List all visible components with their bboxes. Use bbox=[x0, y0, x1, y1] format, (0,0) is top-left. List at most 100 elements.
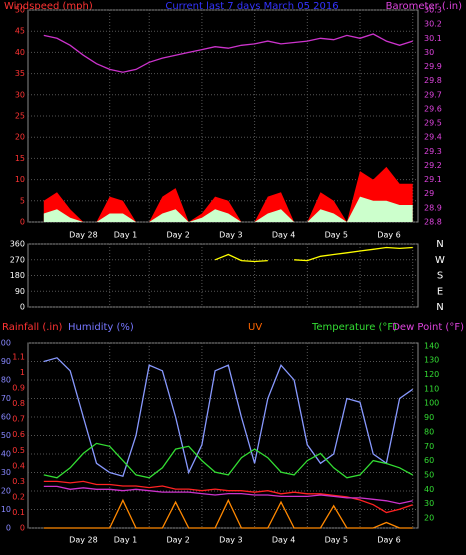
y3-tick-label: 0.5 bbox=[12, 446, 25, 455]
y-tick-label: 10 bbox=[15, 175, 25, 184]
y-tick-label: 5 bbox=[20, 196, 25, 205]
line bbox=[43, 485, 413, 505]
y3-tick-label: 1 bbox=[20, 368, 25, 377]
y-tick-label: 180 bbox=[10, 271, 25, 280]
y2-tick-label: 60 bbox=[424, 456, 434, 465]
x-tick-label: Day 1 bbox=[114, 536, 137, 545]
y2-tick-label: 30.3 bbox=[424, 6, 442, 15]
y2-tick-label: 29.1 bbox=[424, 175, 442, 184]
y2-axis-label: Barometer (.in) bbox=[386, 1, 462, 12]
y3-tick-label: 0.1 bbox=[12, 508, 25, 517]
y2-tick-label: 29.9 bbox=[424, 62, 442, 71]
y-tick-label: 20 bbox=[1, 487, 11, 496]
y-tick-label: 35 bbox=[15, 69, 25, 78]
y2-tick-label: 30 bbox=[424, 48, 434, 57]
y-tick-label: 0 bbox=[6, 524, 11, 533]
y2-tick-label: 120 bbox=[424, 370, 439, 379]
x-tick-label: Day 4 bbox=[272, 536, 295, 545]
y3-tick-label: 0 bbox=[20, 524, 25, 533]
y2-tick-label: 29.3 bbox=[424, 147, 442, 156]
x-tick-label: Day 2 bbox=[166, 231, 189, 240]
x-tick-label: Day 5 bbox=[325, 536, 348, 545]
y-tick-label: 25 bbox=[15, 112, 25, 121]
legend-label: Humidity (%) bbox=[68, 322, 134, 333]
y-tick-label: 20 bbox=[15, 133, 25, 142]
y2-tick-label: 130 bbox=[424, 356, 439, 365]
y-tick-label: 80 bbox=[1, 376, 11, 385]
y2-tick-label: 30.2 bbox=[424, 20, 442, 29]
y3-tick-label: 0.3 bbox=[12, 477, 25, 486]
y2-tick-label: 30.1 bbox=[424, 34, 442, 43]
y2-tick-label: 28.8 bbox=[424, 218, 442, 227]
y2-tick-label: 20 bbox=[424, 513, 434, 522]
y2-tick-label: 100 bbox=[424, 399, 439, 408]
y2-tick-label: 30 bbox=[424, 499, 434, 508]
legend-label: Rainfall (.in) bbox=[2, 322, 63, 333]
area bbox=[43, 166, 413, 222]
y3-tick-label: 1.1 bbox=[12, 352, 25, 361]
y3-tick-label: 0.8 bbox=[12, 399, 25, 408]
legend-label: Dew Point (°F) bbox=[392, 322, 464, 333]
legend-label: Temperature (°F) bbox=[311, 322, 397, 333]
y2-tick-label: 90 bbox=[424, 413, 434, 422]
y2-tick-label: 50 bbox=[424, 470, 434, 479]
y-tick-label: 70 bbox=[1, 394, 11, 403]
x-tick-label: Day 3 bbox=[219, 536, 242, 545]
compass-label: N bbox=[436, 302, 443, 313]
y-tick-label: 40 bbox=[1, 450, 11, 459]
chart-title: Current last 7 days March 05 2016 bbox=[165, 1, 338, 12]
y-tick-label: 90 bbox=[1, 357, 11, 366]
line bbox=[214, 246, 413, 263]
y-tick-label: 60 bbox=[1, 413, 11, 422]
y-tick-label: 10 bbox=[1, 505, 11, 514]
compass-label: E bbox=[437, 286, 443, 297]
x-tick-label: Day 3 bbox=[219, 231, 242, 240]
y-tick-label: 40 bbox=[15, 48, 25, 57]
y-tick-label: 45 bbox=[15, 27, 25, 36]
y3-tick-label: 0.4 bbox=[12, 461, 25, 470]
x-tick-label: Day 5 bbox=[325, 231, 348, 240]
y2-tick-label: 28.9 bbox=[424, 203, 442, 212]
area bbox=[43, 196, 413, 222]
compass-label: N bbox=[436, 239, 443, 250]
y2-tick-label: 140 bbox=[424, 341, 439, 350]
x-tick-label: Day 4 bbox=[272, 231, 295, 240]
y-tick-label: 90 bbox=[15, 287, 25, 296]
compass-label: W bbox=[435, 255, 445, 266]
x-tick-label: Day 28 bbox=[69, 536, 98, 545]
y3-tick-label: 0.2 bbox=[12, 492, 25, 501]
y-tick-label: 15 bbox=[15, 154, 25, 163]
y3-tick-label: 0.7 bbox=[12, 415, 25, 424]
compass-label: S bbox=[437, 271, 443, 282]
line bbox=[43, 357, 414, 477]
legend-label: UV bbox=[248, 322, 262, 333]
y2-tick-label: 40 bbox=[424, 485, 434, 494]
y2-tick-label: 29.6 bbox=[424, 104, 442, 113]
x-tick-label: Day 6 bbox=[377, 536, 400, 545]
y2-tick-label: 110 bbox=[424, 384, 439, 393]
x-tick-label: Day 2 bbox=[166, 536, 189, 545]
y2-tick-label: 29 bbox=[424, 189, 434, 198]
x-tick-label: Day 1 bbox=[114, 231, 137, 240]
y3-tick-label: 0.9 bbox=[12, 384, 25, 393]
y-tick-label: 100 bbox=[0, 339, 11, 348]
y-tick-label: 0 bbox=[20, 218, 25, 227]
y-tick-label: 50 bbox=[1, 431, 11, 440]
line bbox=[43, 442, 414, 479]
y-axis-label: Windspeed (mph) bbox=[4, 1, 93, 12]
y2-tick-label: 80 bbox=[424, 427, 434, 436]
y2-tick-label: 29.5 bbox=[424, 119, 442, 128]
y2-tick-label: 29.4 bbox=[424, 133, 442, 142]
y-tick-label: 0 bbox=[20, 303, 25, 312]
y2-tick-label: 29.2 bbox=[424, 161, 442, 170]
y-tick-label: 30 bbox=[15, 90, 25, 99]
y-tick-label: 50 bbox=[15, 6, 25, 15]
x-tick-label: Day 28 bbox=[69, 231, 98, 240]
line bbox=[43, 498, 413, 529]
y-tick-label: 30 bbox=[1, 468, 11, 477]
y-tick-label: 270 bbox=[10, 255, 25, 264]
x-tick-label: Day 6 bbox=[377, 231, 400, 240]
y2-tick-label: 70 bbox=[424, 442, 434, 451]
